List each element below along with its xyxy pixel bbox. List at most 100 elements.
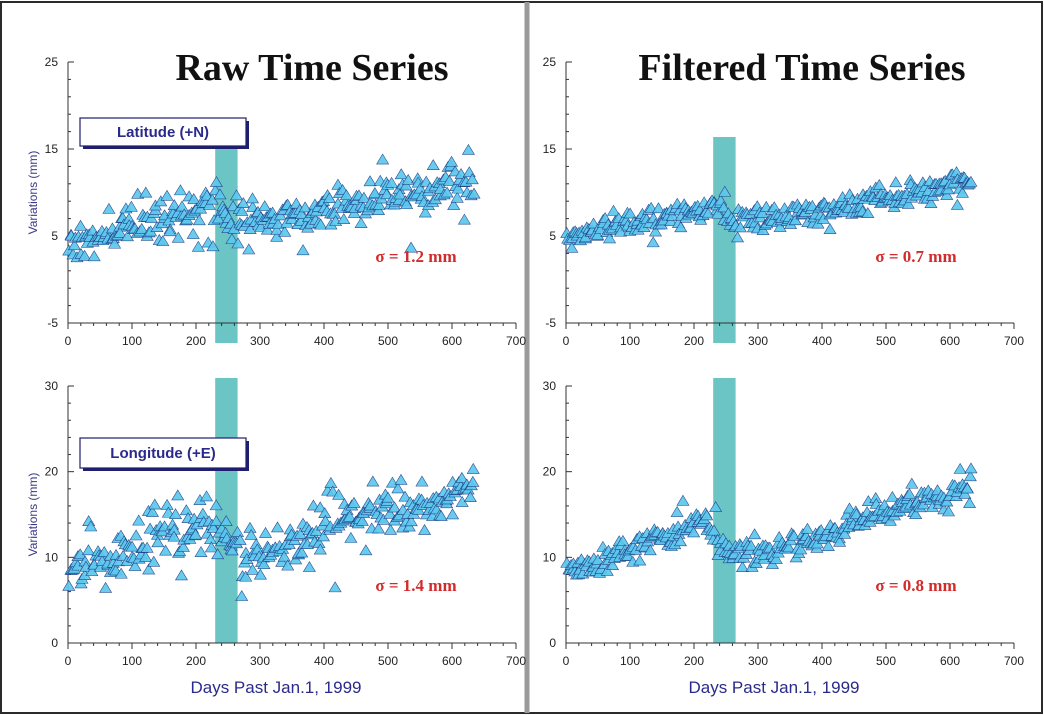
x-tick-label: 600 [442, 334, 462, 348]
data-point [239, 570, 253, 582]
data-point [120, 230, 134, 242]
data-point [230, 525, 245, 537]
data-point [244, 529, 258, 540]
data-point [376, 513, 390, 525]
data-point [151, 536, 165, 548]
data-point [102, 202, 116, 214]
data-point [108, 237, 122, 249]
data-point [235, 590, 249, 601]
data-point [114, 567, 128, 579]
x-tick-label: 200 [186, 654, 206, 668]
data-point [78, 249, 92, 261]
x-tick-label: 0 [563, 654, 570, 668]
x-tick-label: 0 [65, 654, 72, 668]
y-tick-label: 10 [543, 550, 557, 564]
data-point [461, 143, 475, 155]
data-point [404, 515, 418, 527]
data-point [885, 490, 899, 502]
data-point [399, 179, 413, 191]
label-box [79, 117, 247, 147]
data-point [258, 526, 273, 538]
x-tick-label: 500 [378, 654, 398, 668]
data-point [773, 220, 787, 232]
data-point [206, 240, 220, 252]
data-point [132, 514, 146, 526]
y-tick-label: 0 [549, 636, 556, 650]
series-points [560, 462, 978, 580]
data-point [418, 206, 432, 218]
data-point [964, 462, 978, 474]
panel-label: Latitude (+N) [117, 124, 209, 141]
data-point [960, 482, 974, 494]
data-point [339, 189, 353, 201]
data-point [384, 523, 398, 535]
data-point [245, 192, 260, 204]
data-point [446, 508, 460, 520]
y-tick-label: 30 [543, 379, 557, 393]
panel-raw-lat: 0 100 200 300 400 500 600 700 -5 5 15 25 Variations … [26, 55, 526, 348]
data-point [343, 510, 357, 522]
series-points [62, 462, 480, 601]
data-point [388, 501, 402, 513]
data-point [128, 559, 142, 571]
data-point [613, 225, 628, 237]
data-point [651, 202, 665, 214]
data-point [964, 175, 978, 187]
data-point [161, 506, 175, 518]
data-point [176, 540, 190, 552]
data-point [442, 174, 456, 186]
panel-filt-lon: 0 100 200 300 400 500 600 700 0 10 20 30 Days Past J… [543, 378, 1024, 697]
data-point [450, 191, 464, 203]
data-point [281, 559, 295, 571]
data-point [440, 186, 454, 198]
data-point [687, 526, 701, 538]
data-point [357, 191, 371, 203]
data-point [700, 509, 714, 521]
data-point [643, 544, 657, 556]
data-point [260, 223, 274, 235]
data-point [457, 213, 471, 225]
data-point [767, 201, 781, 213]
data-point [174, 569, 189, 581]
data-point [633, 554, 647, 566]
data-point [179, 504, 193, 516]
data-point [955, 186, 969, 198]
data-point [84, 520, 98, 532]
y-tick-label: 15 [543, 142, 557, 156]
data-point [246, 563, 260, 575]
data-point [354, 217, 368, 228]
y-tick-label: 20 [45, 465, 59, 479]
data-point [603, 232, 617, 244]
data-point [242, 243, 256, 255]
data-point [889, 176, 903, 188]
data-point [748, 528, 762, 540]
data-point [211, 548, 225, 560]
data-point [99, 581, 113, 593]
x-tick-label: 300 [250, 334, 270, 348]
data-point [838, 527, 852, 539]
data-point [139, 550, 153, 562]
data-point [159, 544, 173, 556]
data-point [385, 176, 399, 188]
y-axis-label: Variations (mm) [26, 151, 40, 235]
data-point [167, 199, 181, 210]
data-point [87, 250, 101, 262]
data-point [415, 475, 429, 487]
data-point [591, 553, 605, 565]
data-point [313, 501, 327, 513]
data-point [233, 533, 247, 545]
data-point [257, 558, 271, 570]
x-axis-label: Days Past Jan.1, 1999 [190, 678, 361, 697]
data-point [380, 188, 394, 200]
x-tick-label: 400 [812, 334, 832, 348]
data-point [148, 498, 162, 510]
x-tick-label: 500 [378, 334, 398, 348]
x-tick-label: 700 [1004, 654, 1024, 668]
data-point [426, 159, 440, 170]
data-point [97, 546, 111, 557]
x-tick-label: 500 [876, 334, 896, 348]
x-tick-label: 0 [65, 334, 72, 348]
data-point [800, 522, 814, 534]
y-tick-label: 5 [549, 229, 556, 243]
data-point [673, 535, 687, 547]
